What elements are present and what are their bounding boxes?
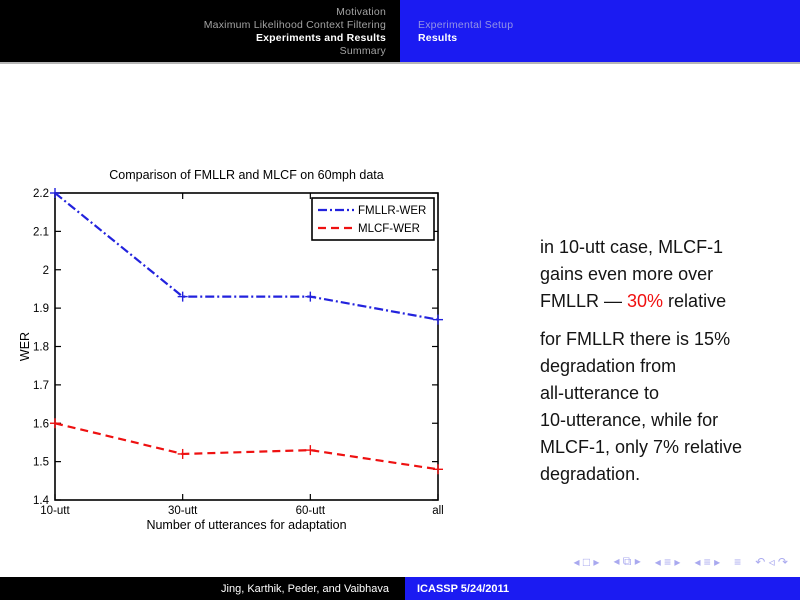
section-nav: Motivation Maximum Likelihood Context Fi… xyxy=(0,0,400,62)
header-nav: Motivation Maximum Likelihood Context Fi… xyxy=(0,0,800,64)
series-line-MLCF-WER xyxy=(54,422,439,471)
footer-venue: ICASSP 5/24/2011 xyxy=(417,582,510,595)
y-tick-label: 1.9 xyxy=(33,303,49,315)
nav-section-motivation[interactable]: Motivation xyxy=(336,6,386,18)
chart-ylabel: WER xyxy=(18,332,32,361)
nav-subsection-experimental-setup[interactable]: Experimental Setup xyxy=(418,19,514,31)
nav-section-summary[interactable]: Summary xyxy=(339,45,386,57)
y-tick-label: 1.5 xyxy=(33,457,49,469)
history-nav-icon[interactable]: ↶ ◃ ↷ xyxy=(755,554,788,569)
note-mlcf-gain: in 10-utt case, MLCF-1 gains even more o… xyxy=(540,234,800,315)
x-tick-label: 10-utt xyxy=(40,505,70,517)
nav-subsection-results[interactable]: Results xyxy=(418,32,458,44)
nav-section-context-filtering[interactable]: Maximum Likelihood Context Filtering xyxy=(203,19,386,31)
footer-authors: Jing, Karthik, Peder, and Vaibhava xyxy=(221,582,389,595)
note-line: gains even more over xyxy=(540,264,714,284)
y-tick-label: 1.7 xyxy=(33,380,49,392)
chart-legend xyxy=(311,197,435,241)
wer-comparison-chart: 1.4 1.5 1.6 1.7 1.8 1.9 2 2.1 2.2 10-utt 30-utt 60-… xyxy=(18,168,444,532)
section-nav-icon[interactable]: ◂ ≡ ▸ xyxy=(694,554,721,569)
beamer-navigation-symbols: ◂ □ ▸ ◂ ⧉ ▸ ◂ ≡ ▸ ◂ ≡ ▸ ≡ ↶ ◃ ↷ xyxy=(573,554,788,569)
legend-label: FMLLR-WER xyxy=(358,205,426,217)
series-line-FMLLR-WER xyxy=(54,192,439,321)
appendix-nav-icon[interactable]: ≡ xyxy=(734,554,742,569)
x-tick-label: 60-utt xyxy=(296,505,326,517)
nav-section-experiments-results[interactable]: Experiments and Results xyxy=(255,32,386,44)
note-line: in 10-utt case, MLCF-1 xyxy=(540,237,724,257)
x-tick-label: all xyxy=(432,505,444,517)
note-line: FMLLR — 30% relative xyxy=(540,291,727,311)
y-tick-label: 2.1 xyxy=(33,226,49,238)
slide-nav-icon[interactable]: ◂ □ ▸ xyxy=(573,554,600,569)
y-tick-label: 1.4 xyxy=(33,495,50,507)
note-degradation: for FMLLR there is 15% degradation from … xyxy=(540,326,800,488)
footer-authors-area: Jing, Karthik, Peder, and Vaibhava xyxy=(0,577,405,600)
note-line: for FMLLR there is 15% xyxy=(540,329,731,349)
y-tick-label: 2 xyxy=(43,265,49,277)
highlight-30-percent: 30% xyxy=(627,291,664,311)
chart-xlabel: Number of utterances for adaptation xyxy=(146,518,346,532)
y-tick-label: 1.8 xyxy=(33,342,49,354)
x-tick-label: 30-utt xyxy=(168,505,198,517)
note-line: degradation. xyxy=(540,464,641,484)
legend-label: MLCF-WER xyxy=(358,223,420,235)
subsection-nav: Experimental Setup Results xyxy=(400,0,800,62)
note-line: all-utterance to xyxy=(540,383,660,403)
note-line: 10-utterance, while for xyxy=(540,410,719,430)
footer-venue-area: ICASSP 5/24/2011 xyxy=(405,577,800,600)
y-tick-label: 1.6 xyxy=(33,418,49,430)
frame-nav-icon[interactable]: ◂ ⧉ ▸ xyxy=(613,554,641,568)
subsection-nav-icon[interactable]: ◂ ≡ ▸ xyxy=(654,554,681,569)
note-line: degradation from xyxy=(540,356,677,376)
chart-title: Comparison of FMLLR and MLCF on 60mph da… xyxy=(109,168,383,182)
note-line: MLCF-1, only 7% relative xyxy=(540,437,743,457)
footer: Jing, Karthik, Peder, and Vaibhava ICASS… xyxy=(0,577,800,600)
y-tick-label: 2.2 xyxy=(33,188,49,200)
